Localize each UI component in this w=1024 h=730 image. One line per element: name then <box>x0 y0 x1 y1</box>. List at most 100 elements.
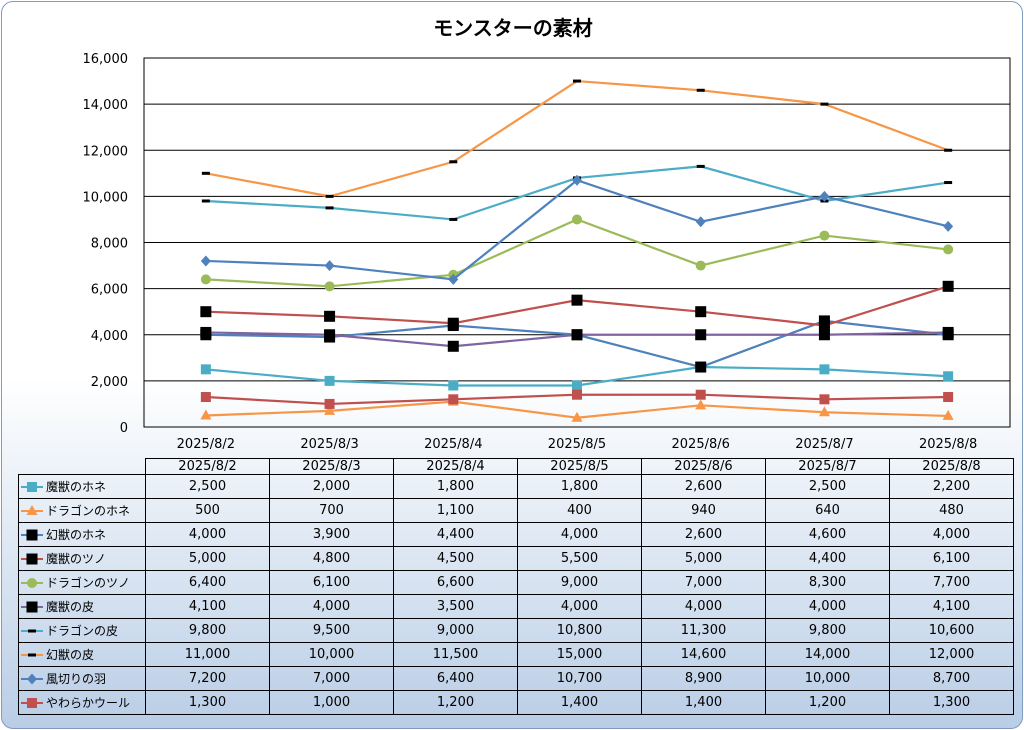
table-row: 風切りの羽 7,200 7,000 6,400 10,700 8,900 10,000 8,7… <box>18 666 1014 691</box>
data-point <box>201 171 210 175</box>
table-header-row: 2025/8/2 2025/8/3 2025/8/4 2025/8/5 2025/8/6… <box>18 458 1014 475</box>
series-name: 風切りの羽 <box>46 672 107 686</box>
table-cell: 10,000 <box>269 642 394 667</box>
data-point <box>695 389 706 400</box>
x-tick-label: 2025/8/2 <box>177 437 235 452</box>
series-line <box>205 285 949 327</box>
data-point <box>200 274 211 285</box>
data-point <box>571 329 583 341</box>
series-name: 幻獣の皮 <box>46 648 95 662</box>
series-8 <box>200 174 954 285</box>
table-column-header: 2025/8/5 <box>517 458 642 475</box>
table-cell: 6,400 <box>393 666 518 691</box>
data-point <box>695 306 707 318</box>
x-tick-label: 2025/8/7 <box>795 437 853 452</box>
data-point <box>818 406 830 417</box>
data-point <box>571 294 583 306</box>
table-row: 魔獣の皮 4,100 4,000 3,500 4,000 4,000 4,000 4,100 <box>18 594 1014 619</box>
table-cell: 4,000 <box>517 522 642 547</box>
data-point <box>942 326 954 338</box>
x-tick-label: 2025/8/4 <box>424 437 482 452</box>
table-cell: 2,500 <box>765 474 890 499</box>
table-row: やわらかウール 1,300 1,000 1,200 1,400 1,400 1,200 1,3… <box>18 690 1014 715</box>
data-point <box>325 206 334 210</box>
legend-key <box>21 629 43 632</box>
table-row: ドラゴンのツノ 6,400 6,100 6,600 9,000 7,000 8,300 7,7… <box>18 570 1014 595</box>
series-line <box>205 218 949 288</box>
legend-key <box>21 673 43 684</box>
series-7 <box>201 79 953 198</box>
data-point <box>696 88 705 92</box>
table-cell: 7,200 <box>145 666 270 691</box>
x-tick-label: 2025/8/3 <box>300 437 358 452</box>
series-name: 幻獣のホネ <box>46 528 107 542</box>
table-cell: 6,600 <box>393 570 518 595</box>
table-cell: 4,000 <box>641 594 766 619</box>
table-cell: 4,000 <box>517 594 642 619</box>
data-point <box>449 160 458 164</box>
data-point <box>944 181 953 185</box>
data-point <box>447 340 459 352</box>
data-point <box>819 394 830 405</box>
y-tick-label: 14,000 <box>83 98 129 113</box>
table-cell: 1,400 <box>517 690 642 715</box>
data-point <box>942 409 954 420</box>
data-point <box>28 653 36 656</box>
data-point <box>572 214 582 225</box>
series-name: ドラゴンのツノ <box>46 576 131 590</box>
y-tick-label: 12,000 <box>83 144 129 159</box>
data-point <box>200 306 212 318</box>
table-cell: 2,200 <box>889 474 1014 499</box>
data-point <box>819 190 830 202</box>
data-point <box>572 389 582 400</box>
table-cell: 4,600 <box>765 522 890 547</box>
table-cell: 8,700 <box>889 666 1014 691</box>
data-point <box>325 194 334 198</box>
legend-entry: やわらかウール <box>18 690 146 715</box>
data-point <box>695 399 707 410</box>
data-point <box>572 380 582 391</box>
table-cell: 1,200 <box>393 690 518 715</box>
table-cell: 2,500 <box>145 474 270 499</box>
data-point <box>943 392 954 403</box>
table-cell: 12,000 <box>889 642 1014 667</box>
table-cell: 1,300 <box>889 690 1014 715</box>
series-name: ドラゴンのホネ <box>46 504 131 518</box>
table-cell: 2,600 <box>641 522 766 547</box>
data-point <box>324 375 335 386</box>
data-point <box>696 164 705 168</box>
data-point <box>695 329 707 341</box>
table-cell: 400 <box>517 498 642 523</box>
table-cell: 1,100 <box>393 498 518 523</box>
legend-entry: 風切りの羽 <box>18 666 146 691</box>
data-point <box>201 199 210 203</box>
data-point <box>200 255 211 267</box>
data-point <box>26 504 38 515</box>
data-point <box>820 102 829 106</box>
data-point <box>324 398 335 409</box>
table-cell: 9,000 <box>393 618 518 643</box>
table-row: 魔獣のツノ 5,000 4,800 4,500 5,500 5,000 4,400 6,100 <box>18 546 1014 571</box>
data-point <box>573 79 581 83</box>
data-point <box>324 404 336 415</box>
data-point <box>943 371 954 382</box>
legend-entry: 魔獣の皮 <box>18 594 146 619</box>
data-point <box>324 260 335 272</box>
table-cell: 7,000 <box>269 666 394 691</box>
table-cell: 10,000 <box>765 666 890 691</box>
series-4 <box>200 214 954 292</box>
table-corner <box>18 458 146 475</box>
series-name: 魔獣の皮 <box>46 600 95 614</box>
table-column-header: 2025/8/2 <box>145 458 270 475</box>
table-cell: 10,600 <box>889 618 1014 643</box>
legend-entry: ドラゴンのツノ <box>18 570 146 595</box>
data-point <box>571 411 583 422</box>
data-point <box>572 174 582 186</box>
table-row: 幻獣のホネ 4,000 3,900 4,400 4,000 2,600 4,600 4,000 <box>18 522 1014 547</box>
series-name: やわらかウール <box>46 696 131 710</box>
table-cell: 480 <box>889 498 1014 523</box>
data-point <box>818 320 830 332</box>
series-3 <box>200 280 954 332</box>
table-cell: 4,500 <box>393 546 518 571</box>
